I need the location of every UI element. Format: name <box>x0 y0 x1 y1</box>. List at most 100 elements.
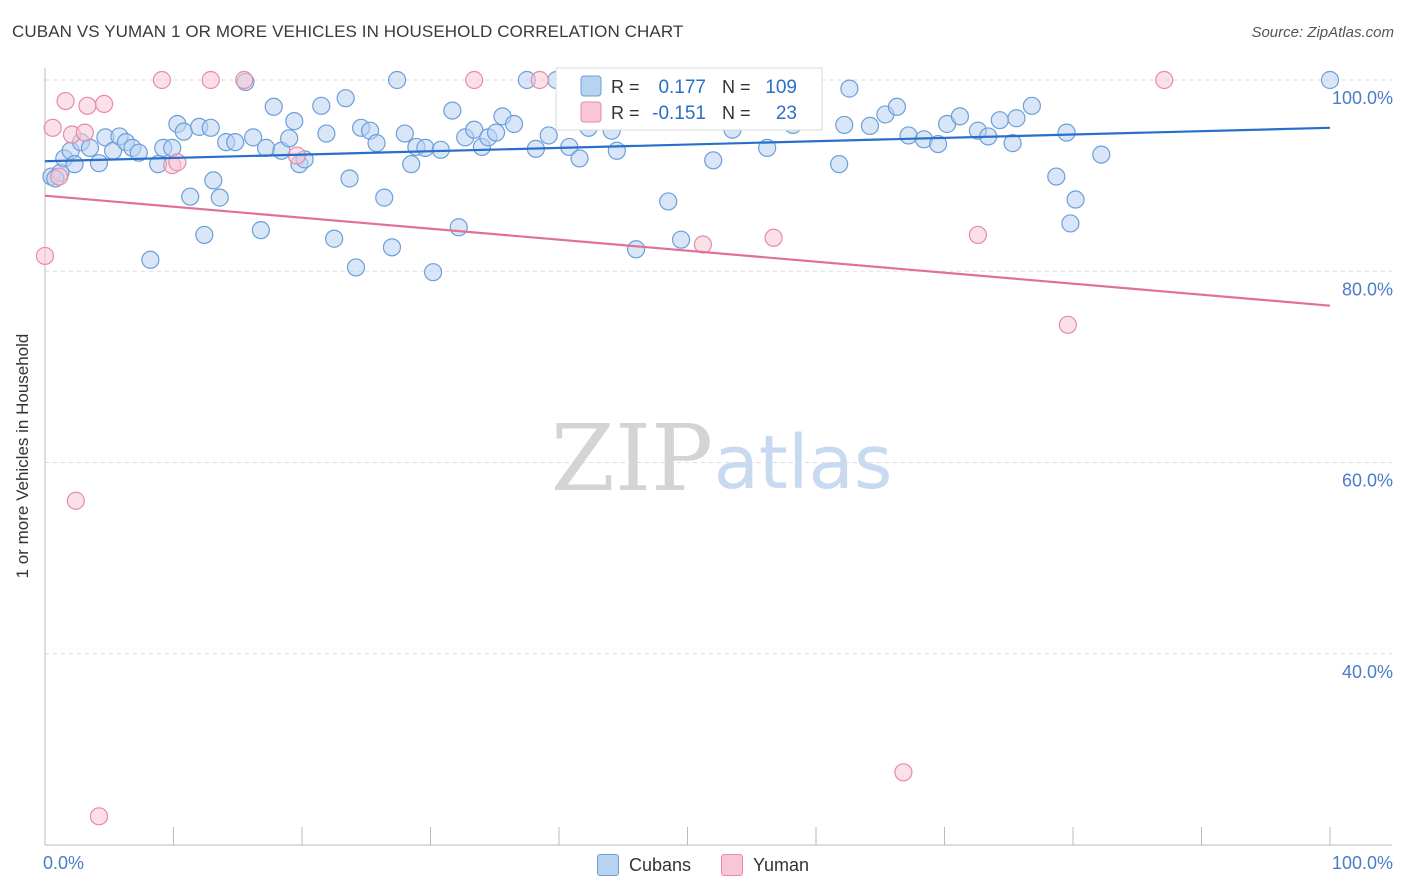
point-cubans-44 <box>346 258 366 277</box>
point-yuman-5 <box>66 491 85 510</box>
point-cubans-20 <box>174 122 193 141</box>
legend-swatch-yuman-bottom <box>721 854 743 876</box>
point-cubans-100 <box>1003 134 1022 153</box>
point-yuman-8 <box>89 807 109 826</box>
point-cubans-36 <box>285 112 304 131</box>
watermark-atlas: atlas <box>714 420 893 506</box>
point-cubans-99 <box>990 111 1009 130</box>
point-cubans-48 <box>375 188 394 207</box>
point-yuman-13 <box>201 70 220 90</box>
point-cubans-41 <box>325 229 344 248</box>
y-axis-label: 1 or more Vehicles in Household <box>13 334 32 579</box>
point-cubans-14 <box>129 143 148 162</box>
point-cubans-92 <box>899 126 918 145</box>
point-cubans-78 <box>671 230 691 249</box>
point-yuman-0 <box>35 246 55 266</box>
point-cubans-94 <box>928 134 948 154</box>
point-yuman-16 <box>465 70 484 90</box>
point-cubans-105 <box>1061 214 1080 233</box>
point-cubans-5 <box>65 155 84 174</box>
point-cubans-40 <box>317 124 336 143</box>
point-yuman-6 <box>75 123 94 142</box>
point-cubans-55 <box>423 263 443 282</box>
point-yuman-10 <box>152 70 172 90</box>
stats-legend: R = 0.177 N = 109 R = -0.151 N = 23 <box>555 67 823 131</box>
point-cubans-89 <box>860 116 880 136</box>
stats-r-value-cubans: 0.177 <box>658 77 706 98</box>
point-cubans-108 <box>1320 70 1340 90</box>
watermark-zip: ZIP <box>551 405 713 512</box>
point-yuman-12 <box>168 153 187 172</box>
point-yuman-3 <box>56 91 75 111</box>
point-cubans-32 <box>256 138 276 157</box>
point-cubans-65 <box>504 114 524 134</box>
y-tick-label-1: 80.0% <box>1342 279 1393 299</box>
point-cubans-23 <box>195 225 214 245</box>
point-cubans-91 <box>887 97 907 116</box>
stats-r-value-yuman: -0.151 <box>652 103 706 124</box>
point-yuman-9 <box>95 94 114 114</box>
point-cubans-71 <box>570 149 589 168</box>
point-cubans-88 <box>840 79 859 98</box>
stats-n-value-cubans: 109 <box>765 77 797 98</box>
x-tick-label-1: 100.0% <box>1332 853 1393 873</box>
point-cubans-21 <box>181 187 200 206</box>
legend-swatch-cubans-bottom <box>596 854 619 876</box>
point-yuman-17 <box>530 70 549 90</box>
trend-lines <box>44 126 1331 307</box>
point-cubans-86 <box>830 155 849 174</box>
axes: 100.0% 80.0% 60.0% 40.0% 0.0% 100.0% <box>43 68 1393 873</box>
point-cubans-51 <box>395 124 414 143</box>
point-cubans-103 <box>1047 167 1066 186</box>
stats-n-label-yuman: N = <box>722 103 751 123</box>
point-cubans-57 <box>443 101 462 120</box>
point-cubans-25 <box>204 171 223 190</box>
point-cubans-58 <box>449 218 468 237</box>
point-cubans-68 <box>539 126 558 145</box>
x-tick-label-0: 0.0% <box>43 853 84 873</box>
point-cubans-107 <box>1092 145 1111 164</box>
point-yuman-14 <box>235 70 254 90</box>
point-cubans-106 <box>1066 190 1085 209</box>
point-yuman-1 <box>43 118 62 137</box>
source-credit: Source: ZipAtlas.com <box>1251 24 1394 41</box>
stats-n-value-yuman: 23 <box>776 103 797 124</box>
y-tick-label-2: 60.0% <box>1342 471 1393 491</box>
legend-label-cubans: Cubans <box>628 854 691 875</box>
point-cubans-35 <box>280 129 299 148</box>
point-cubans-52 <box>402 155 421 174</box>
point-cubans-43 <box>340 169 359 188</box>
point-cubans-24 <box>201 118 220 137</box>
point-cubans-87 <box>835 115 854 135</box>
y-tick-label-3: 40.0% <box>1342 662 1393 682</box>
y-tick-label-0: 100.0% <box>1332 88 1393 108</box>
point-yuman-19 <box>764 228 783 247</box>
point-cubans-96 <box>950 107 970 126</box>
point-cubans-60 <box>465 120 484 139</box>
point-cubans-47 <box>367 134 386 153</box>
point-cubans-77 <box>659 192 678 211</box>
point-cubans-15 <box>141 250 160 269</box>
legend-label-yuman: Yuman <box>753 854 810 875</box>
point-yuman-7 <box>78 96 97 115</box>
watermark: ZIP atlas <box>551 405 893 512</box>
legend-item-yuman: Yuman <box>721 854 809 876</box>
point-cubans-75 <box>607 141 626 160</box>
point-cubans-50 <box>387 70 407 90</box>
point-yuman-22 <box>1058 315 1077 334</box>
point-cubans-54 <box>416 138 435 157</box>
point-yuman-2 <box>50 167 69 186</box>
point-cubans-101 <box>1007 109 1026 128</box>
point-cubans-102 <box>1022 96 1041 115</box>
point-yuman-20 <box>894 763 913 782</box>
point-cubans-8 <box>89 154 109 173</box>
point-cubans-33 <box>264 97 283 116</box>
point-cubans-104 <box>1057 123 1076 142</box>
stats-r-label-yuman: R = <box>611 103 640 123</box>
point-yuman-23 <box>1155 70 1174 90</box>
point-cubans-26 <box>210 188 229 207</box>
point-cubans-63 <box>486 123 506 142</box>
point-cubans-42 <box>336 89 355 108</box>
point-yuman-21 <box>968 225 988 245</box>
